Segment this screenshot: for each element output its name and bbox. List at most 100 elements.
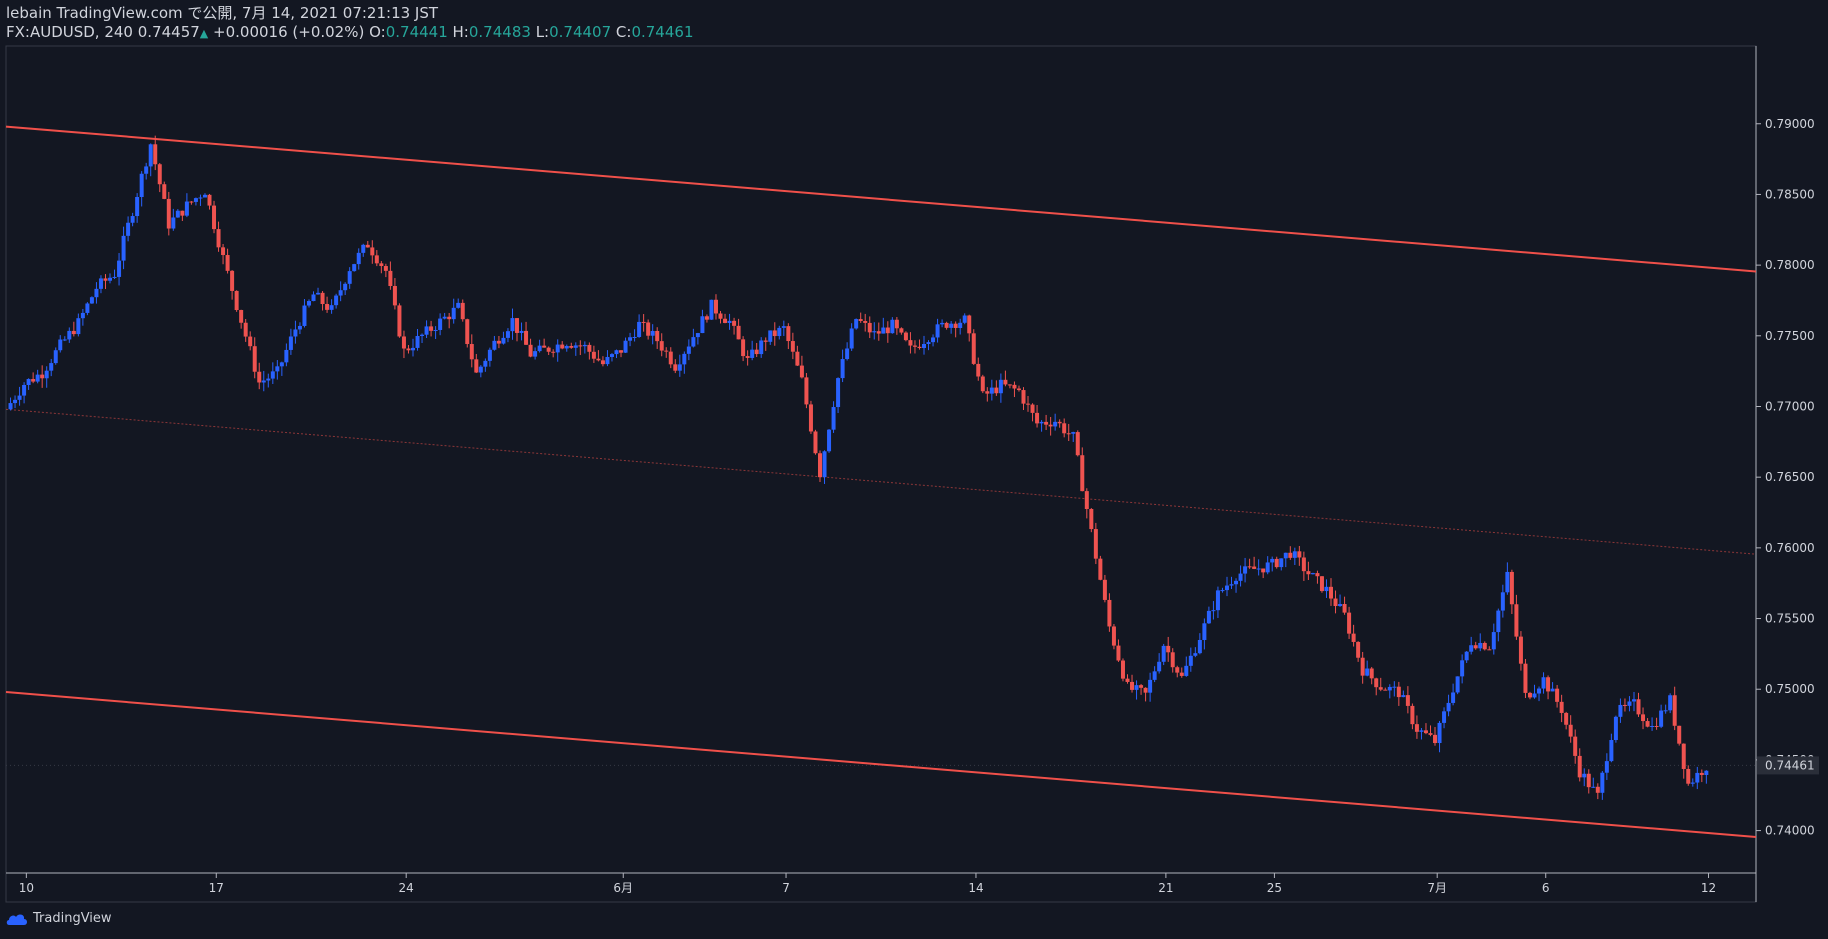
y-tick-label: 0.76500	[1765, 470, 1815, 484]
candle-body	[1360, 657, 1365, 676]
candle-body	[316, 292, 321, 295]
price-axis[interactable]: 0.79000 0.78500 0.78000 0.77500 0.77000 0.765…	[1756, 117, 1815, 838]
candle-body	[343, 283, 348, 291]
candle-body	[1365, 668, 1370, 676]
candle-body	[1120, 660, 1125, 679]
candle-body	[759, 340, 764, 355]
candle-body	[438, 318, 443, 330]
candle-body	[383, 266, 388, 271]
candle-body	[695, 333, 700, 338]
candle-body	[67, 330, 72, 340]
candle-body	[1460, 660, 1465, 677]
candle-body	[641, 321, 646, 323]
candle-body	[1071, 432, 1076, 434]
candle-body	[1473, 645, 1478, 649]
candle-body	[1306, 571, 1311, 575]
candle-body	[632, 337, 637, 339]
candle-body	[1243, 566, 1248, 574]
candle-body	[401, 336, 406, 349]
candle-body	[103, 278, 108, 281]
candle-body	[1247, 566, 1252, 568]
candle-body	[745, 356, 750, 358]
candle-body	[510, 318, 515, 332]
candle-body	[976, 363, 981, 377]
candle-body	[1143, 687, 1148, 693]
candle-body	[998, 379, 1003, 394]
candle-body	[1342, 604, 1347, 613]
candle-body	[356, 252, 361, 265]
candle-body	[130, 216, 135, 223]
candle-body	[451, 307, 456, 320]
open-label: O:	[369, 23, 386, 41]
candle-body	[1166, 645, 1171, 653]
candle-body	[1188, 655, 1193, 666]
candle-body	[148, 144, 153, 167]
candle-body	[867, 322, 872, 333]
candle-body	[442, 316, 447, 319]
symbol-name[interactable]: FX:AUDUSD, 240	[6, 23, 133, 41]
candle-body	[1573, 736, 1578, 756]
candle-body	[1148, 679, 1153, 693]
candle-body	[1319, 576, 1324, 592]
candle-body	[872, 331, 877, 333]
candle-body	[388, 270, 393, 286]
candle-body	[1215, 590, 1220, 611]
x-tick-label: 6月	[613, 881, 633, 895]
candle-body	[1500, 592, 1505, 611]
y-tick-label: 0.78500	[1765, 187, 1815, 201]
candle-body	[944, 322, 949, 328]
candles	[8, 135, 1709, 800]
candle-body	[1229, 584, 1234, 586]
candle-body	[971, 333, 976, 364]
candle-body	[578, 345, 583, 347]
candle-body	[609, 354, 614, 357]
candle-body	[750, 349, 755, 358]
candle-body	[496, 340, 501, 344]
tradingview-logo[interactable]: TradingView	[6, 911, 112, 926]
candle-body	[121, 235, 126, 261]
candle-body	[1035, 412, 1040, 424]
candle-body	[1482, 642, 1487, 650]
candle-body	[772, 330, 777, 337]
candle-body	[1604, 761, 1609, 773]
candle-body	[1184, 665, 1189, 676]
candle-body	[1378, 687, 1383, 690]
candle-body	[786, 326, 791, 342]
channel-mid-line	[5, 408, 1757, 555]
candle-body	[1401, 695, 1406, 698]
candle-body	[1234, 580, 1239, 585]
candle-body	[397, 305, 402, 337]
candle-body	[415, 335, 420, 348]
high-label: H:	[452, 23, 469, 41]
candle-body	[1288, 552, 1293, 558]
candle-body	[1451, 692, 1456, 703]
candle-body	[478, 366, 483, 373]
candle-body	[225, 255, 230, 271]
candle-body	[1650, 725, 1655, 727]
candle-body	[361, 244, 366, 253]
candle-body	[230, 270, 235, 291]
candle-body	[420, 334, 425, 336]
candle-body	[890, 319, 895, 334]
candle-body	[519, 330, 524, 333]
low-label: L:	[535, 23, 550, 41]
candle-body	[1130, 681, 1135, 690]
candle-body	[17, 395, 22, 400]
candle-body	[306, 301, 311, 306]
candle-body	[1274, 558, 1279, 568]
candle-body	[1387, 686, 1392, 691]
candle-body	[1116, 645, 1121, 661]
candle-body	[1206, 610, 1211, 624]
candle-body	[1410, 705, 1415, 725]
candle-body	[311, 294, 316, 302]
time-axis[interactable]: 1017246月71421257月61219268月	[19, 873, 1828, 895]
candle-body	[1550, 688, 1555, 692]
y-tick-label: 0.75500	[1765, 612, 1815, 626]
candle-body	[664, 350, 669, 352]
candle-body	[524, 330, 529, 345]
candle-body	[1654, 725, 1659, 727]
candle-body	[781, 326, 786, 328]
candle-body	[555, 344, 560, 353]
candle-body	[1577, 755, 1582, 778]
